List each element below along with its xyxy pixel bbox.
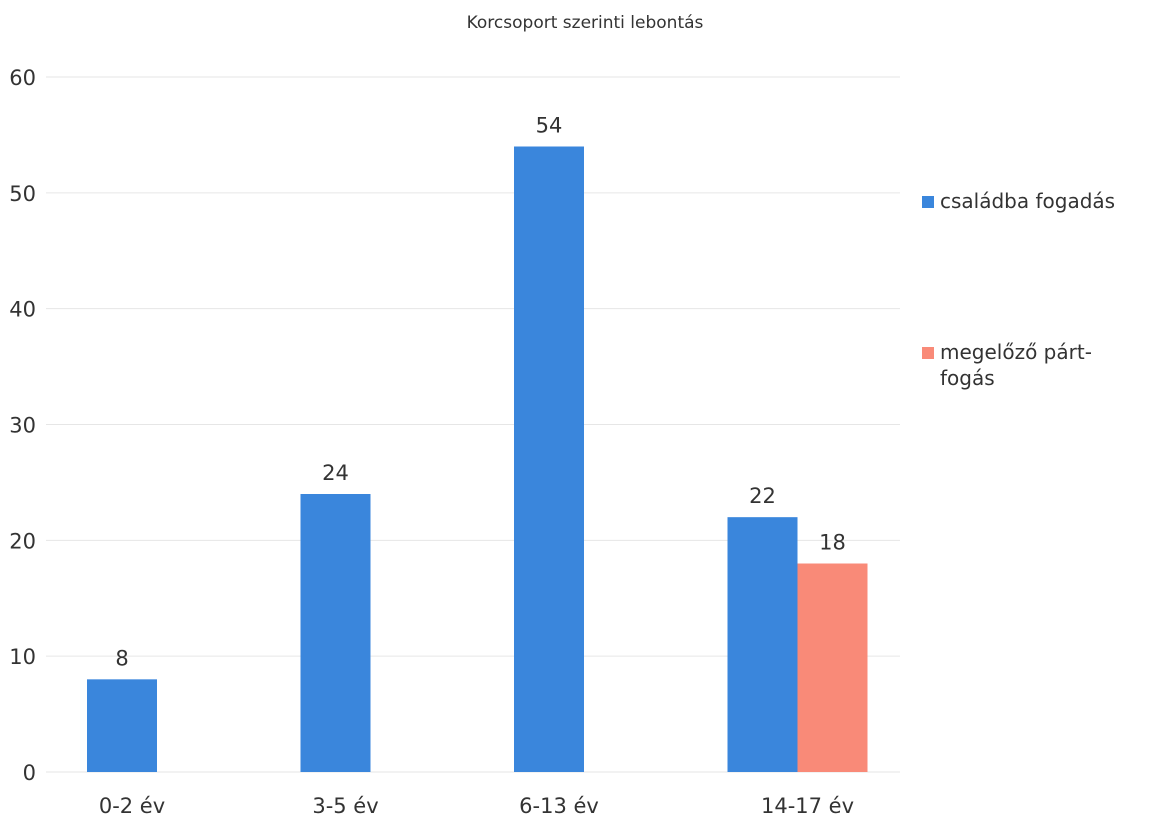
x-tick-label: 14-17 év [761,794,854,817]
x-tick-label: 0-2 év [99,794,165,817]
legend: családba fogadás megelőző párt-fogás [922,189,1115,390]
chart-title: Korcsoport szerinti lebontás [467,13,704,33]
x-tick-label: 3-5 év [312,794,378,817]
bar [797,563,868,772]
x-axis: 0-2 év 3-5 év 6-13 év 14-17 év [99,794,854,817]
x-tick-label: 6-13 év [519,794,599,817]
legend-swatch [922,347,934,359]
y-tick-label: 40 [9,298,36,322]
bar [727,517,798,772]
legend-swatch [922,196,934,208]
data-labels: 8 24 54 22 18 [115,114,846,671]
y-tick-label: 30 [9,414,36,438]
bars [87,146,868,772]
data-label: 24 [322,461,349,485]
y-axis: 0 10 20 30 40 50 60 [9,66,36,785]
y-tick-label: 10 [9,645,36,669]
gridlines [46,76,900,773]
bar [300,494,371,772]
bar [514,146,584,772]
y-tick-label: 0 [23,761,36,785]
data-label: 22 [749,484,776,508]
legend-label: családba fogadás [940,189,1115,213]
y-tick-label: 60 [9,66,36,90]
legend-label: fogás [940,366,995,390]
y-tick-label: 50 [9,182,36,206]
data-label: 8 [115,646,128,670]
y-tick-label: 20 [9,529,36,553]
legend-label: megelőző párt- [940,340,1092,364]
data-label: 18 [819,531,846,555]
bar [87,679,157,772]
data-label: 54 [536,114,563,138]
